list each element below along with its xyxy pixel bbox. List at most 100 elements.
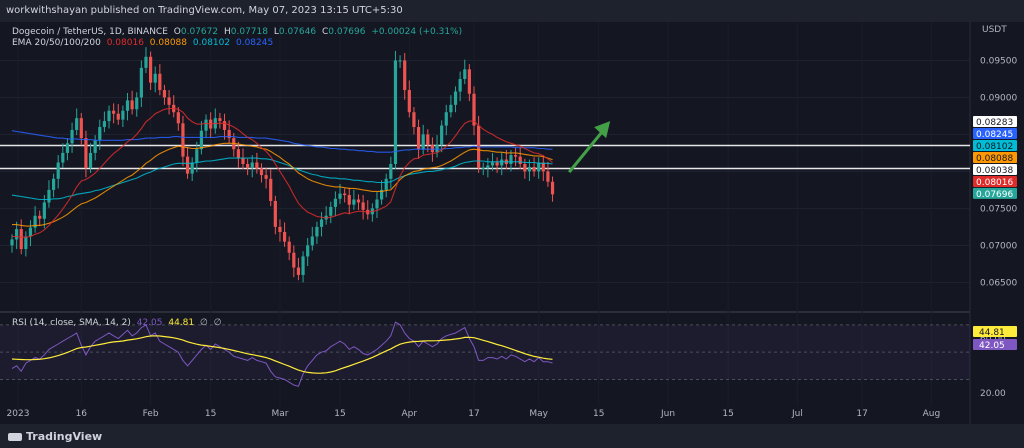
time-tick-label: Aug [923,409,941,419]
ema100-value: 0.08102 [192,38,231,48]
price-badge-bg [973,164,1017,175]
low-label: L [273,27,279,37]
time-tick-label: 17 [856,409,867,419]
time-tick-label: 15 [205,409,216,419]
rsi-extra-1: ∅ [200,318,208,328]
candle-body [264,175,268,179]
candle-body [380,189,384,200]
candle-body [15,229,19,240]
ema50-value: 0.08088 [149,38,188,48]
candle-body [56,162,60,179]
candle-body [70,129,74,144]
time-tick-label: 17 [468,409,479,419]
candle-body [333,198,337,207]
tradingview-logo[interactable]: TradingView [8,430,102,443]
candle-body [463,69,467,79]
time-tick-label: 15 [593,409,604,419]
candle-body [278,226,282,233]
close-label: C [321,27,329,37]
candle-body [467,69,471,94]
candle-body [444,112,448,126]
candle-body [453,91,458,105]
candle-body [495,162,499,166]
candle-body [500,159,504,166]
candle-body [421,134,425,150]
time-tick-label: Feb [143,409,159,419]
candle-body [130,100,134,110]
ema200-line [11,130,553,153]
time-tick-label: 15 [334,409,345,419]
candle-body [449,104,453,113]
candle-body [38,215,42,219]
rsi-sma-value: 44.81 [168,318,195,328]
candle-body [416,127,421,150]
candle-body [176,112,180,124]
candle-body [246,164,250,168]
price-tick-label: 0.09000 [980,93,1017,103]
time-tick-label: 16 [76,409,88,419]
candle-body [513,155,518,157]
price-badge-bg [973,176,1017,187]
candle-body [255,162,259,169]
candle-body [430,144,435,153]
candle-body [310,236,314,246]
open-label: O [173,27,181,37]
change-value: +0.00024 (+0.31%) [371,27,463,37]
ema20-line [12,107,553,238]
candle-body [393,60,398,165]
rsi-tick-label: 20.00 [980,389,1006,399]
candle-body [139,67,143,98]
candle-body [153,73,157,83]
candle-body [10,239,14,246]
candle-body [384,178,388,190]
candle-body [287,241,291,253]
trend-arrow-head [594,121,611,139]
price-axis-badge: 0.08016 [973,176,1017,188]
candle-body [93,140,97,153]
candle-body [185,156,190,174]
ema20-value: 0.08016 [106,38,144,48]
low-value: 0.07646 [278,27,317,37]
candle-body [125,100,130,111]
rsi-badge-bg [973,326,1017,337]
candle-body [79,118,83,139]
rsi-band [0,324,970,380]
candle-body [301,256,305,275]
candle-body [389,164,393,179]
time-tick-label: Jul [791,409,803,419]
candle-body [343,193,347,196]
time-tick-label: Jun [660,409,675,419]
candle-body [292,252,296,268]
footer-bar: TradingView [0,424,1024,448]
candle-body [356,199,361,203]
candle-body [282,232,287,242]
candle-body [181,123,185,157]
candle-body [204,119,208,131]
candle-body [338,193,342,199]
candle-body [102,121,106,128]
time-tick-label: 15 [722,409,733,419]
price-badge-text: 0.08245 [976,130,1013,140]
candle-body [116,113,120,120]
candle-body [98,127,102,141]
price-badge-text: 0.08088 [976,154,1013,164]
price-badge-text: 0.08016 [976,178,1013,188]
price-chart[interactable]: 0.095000.090000.085000.080000.075000.070… [0,22,1024,424]
publisher-bar: workwithshayan published on TradingView.… [0,0,1024,22]
candle-body [199,130,204,150]
price-axis-badge: 0.08245 [973,128,1017,140]
candle-body [306,245,310,257]
currency-label: USDT [982,25,1007,35]
candle-body [51,178,56,190]
candle-body [269,178,273,201]
candle-body [65,143,70,153]
high-label: H [223,27,231,37]
price-tick-label: 0.06500 [980,278,1017,288]
candle-body [218,118,222,122]
price-axis-badge: 0.07696 [973,187,1017,200]
candle-body [458,78,462,92]
candle-body [195,149,199,163]
rsi-sma-line [11,335,553,374]
candle-body [84,138,88,168]
rsi-extra-2: ∅ [213,318,222,328]
